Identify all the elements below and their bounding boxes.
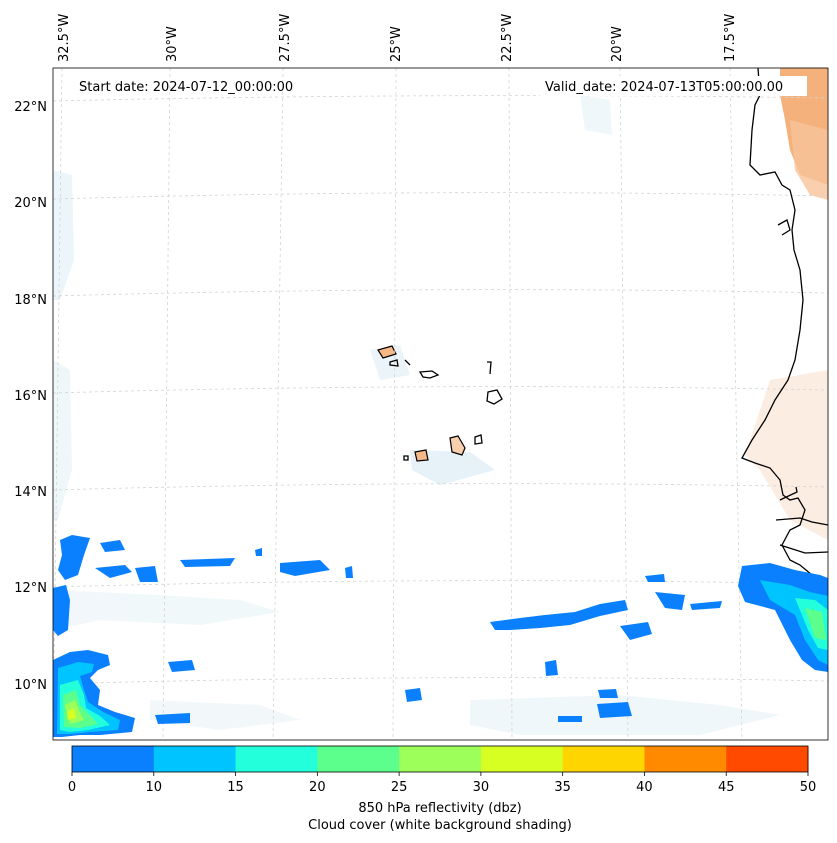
longitude-labels: 32.5°W 30°W 27.5°W 25°W 22.5°W 20°W 17.5… <box>57 14 738 62</box>
colorbar-title: 850 hPa reflectivity (dbz) <box>358 801 522 816</box>
lon-label: 30°W <box>165 26 180 62</box>
colorbar-cell <box>399 746 482 772</box>
colorbar-cell <box>644 746 727 772</box>
colorbar-cell <box>480 746 564 772</box>
colorbar-cell <box>72 746 155 772</box>
colorbar-border <box>71 745 809 773</box>
colorbar-tick-label: 25 <box>391 780 408 795</box>
lon-label: 27.5°W <box>278 14 293 62</box>
lon-label: 17.5°W <box>723 14 738 62</box>
lat-label: 18°N <box>14 293 47 308</box>
lon-label: 32.5°W <box>57 14 72 62</box>
colorbar-tick-label: 45 <box>718 780 735 795</box>
lat-label: 14°N <box>14 485 47 500</box>
lat-label: 10°N <box>14 678 47 693</box>
map-panel <box>53 68 828 740</box>
colorbar-tick-label: 30 <box>473 780 490 795</box>
lat-label: 16°N <box>14 389 47 404</box>
lat-label: 20°N <box>14 196 47 211</box>
colorbar-tick-label: 0 <box>68 780 76 795</box>
valid-date-box <box>540 76 807 96</box>
reflectivity-patches <box>53 535 828 737</box>
map-border <box>52 67 829 741</box>
colorbar-tick-label: 15 <box>227 780 244 795</box>
lat-label: 22°N <box>14 100 47 115</box>
colorbar-cell <box>726 746 809 772</box>
start-date-label: Start date: 2024-07-12_00:00:00 <box>79 80 293 95</box>
colorbar: 0 10 15 20 25 30 35 40 45 50 <box>68 745 817 795</box>
latitude-labels: 22°N 20°N 18°N 16°N 14°N 12°N 10°N <box>14 100 47 693</box>
lon-label: 25°W <box>389 26 404 62</box>
lon-label: 20°W <box>610 26 625 62</box>
colorbar-tick-label: 35 <box>554 780 571 795</box>
lat-label: 12°N <box>14 581 47 596</box>
colorbar-subtitle: Cloud cover (white background shading) <box>308 818 572 833</box>
lon-label: 22.5°W <box>500 14 515 62</box>
colorbar-cell <box>235 746 318 772</box>
colorbar-tick-label: 10 <box>146 780 163 795</box>
colorbar-cell <box>153 746 237 772</box>
colorbar-tick-label: 40 <box>636 780 653 795</box>
colorbar-tick-label: 20 <box>309 780 326 795</box>
coastline <box>389 67 829 591</box>
colorbar-tick-label: 50 <box>800 780 817 795</box>
valid-date-label: Valid_date: 2024-07-13T05:00:00.00 <box>545 80 783 95</box>
colorbar-cell <box>317 746 400 772</box>
colorbar-cell <box>562 746 645 772</box>
